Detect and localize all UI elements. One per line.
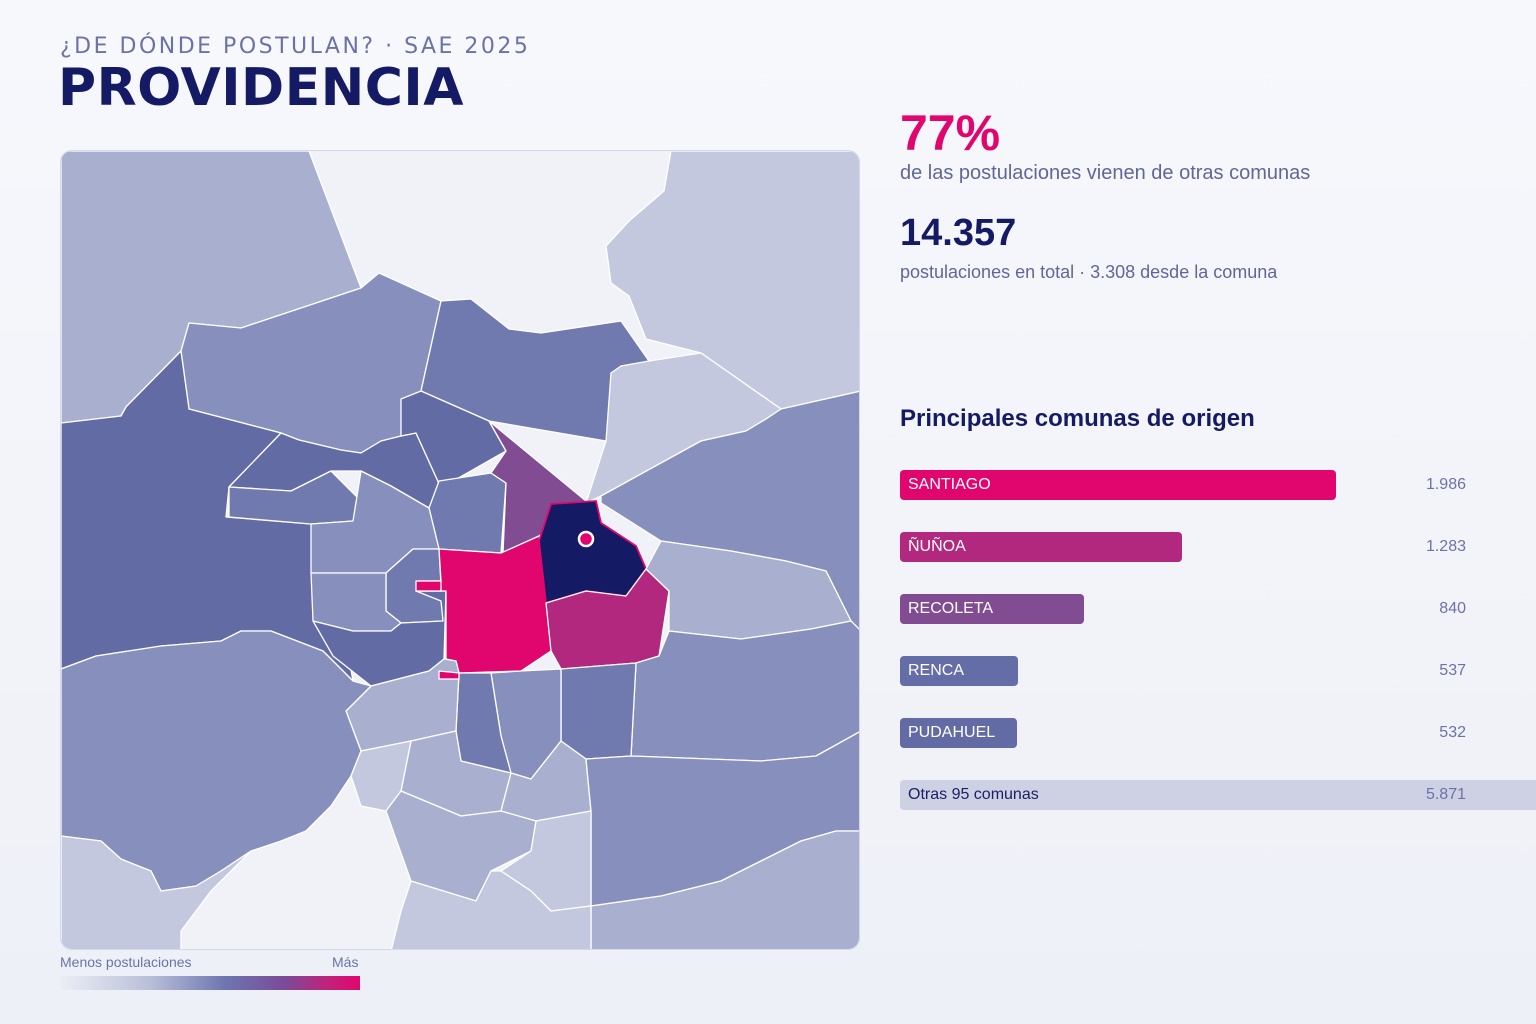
ranking-bar-label: RECOLETA	[908, 600, 994, 617]
legend-gradient-bar	[60, 976, 360, 990]
external-percent: 77%	[900, 105, 1001, 161]
region-santiago-patch-2	[438, 670, 460, 680]
region-puente-alto[interactable]	[590, 830, 860, 950]
total-applications-description: postulaciones en total · 3.308 desde la …	[900, 262, 1278, 282]
map-subtitle: ¿DE DÓNDE POSTULAN? · SAE 2025	[60, 34, 531, 59]
legend-max-label: Más	[332, 954, 359, 970]
region-santiago-patch	[415, 580, 442, 592]
region-south-west[interactable]	[61, 835, 252, 950]
legend-min-label: Menos postulaciones	[60, 954, 192, 970]
map-svg	[61, 151, 860, 950]
total-applications: 14.357	[900, 212, 1017, 254]
others-value: 5.871	[1425, 786, 1466, 803]
ranking-bar[interactable]: RENCA	[900, 656, 1018, 686]
comuna-title: PROVIDENCIA	[58, 58, 465, 118]
ranking-bar-label: PUDAHUEL	[908, 724, 996, 741]
ranking-bar[interactable]: PUDAHUEL	[900, 718, 1017, 748]
ranking-value: 840	[1439, 600, 1466, 617]
ranking-bar-label: RENCA	[908, 662, 965, 679]
others-bar[interactable]	[900, 780, 1536, 810]
region-north-east[interactable]	[605, 151, 860, 410]
region-san-bernardo[interactable]	[390, 870, 592, 950]
region-huechuraba[interactable]	[428, 472, 507, 554]
region-conchali[interactable]	[400, 390, 507, 489]
region-macul[interactable]	[560, 662, 637, 760]
ranking-value: 1.283	[1425, 538, 1466, 555]
choropleth-map	[60, 150, 860, 950]
ranking-bar[interactable]: SANTIAGO	[900, 470, 1336, 500]
location-marker-icon[interactable]	[577, 530, 595, 548]
ranking-bar-label: ÑUÑOA	[908, 538, 966, 555]
ranking-bar[interactable]: RECOLETA	[900, 594, 1084, 624]
region-nunoa[interactable]	[545, 568, 670, 670]
ranking-value: 532	[1439, 724, 1466, 741]
ranking-bar[interactable]: ÑUÑOA	[900, 532, 1182, 562]
ranking-bar-label: SANTIAGO	[908, 476, 991, 493]
ranking-value: 537	[1439, 662, 1466, 679]
ranking-value: 1.986	[1425, 476, 1466, 493]
ranking-title: Principales comunas de origen	[900, 405, 1255, 432]
external-percent-description: de las postulaciones vienen de otras com…	[900, 162, 1311, 184]
region-penalolen[interactable]	[630, 620, 860, 762]
others-label: Otras 95 comunas	[908, 786, 1039, 803]
